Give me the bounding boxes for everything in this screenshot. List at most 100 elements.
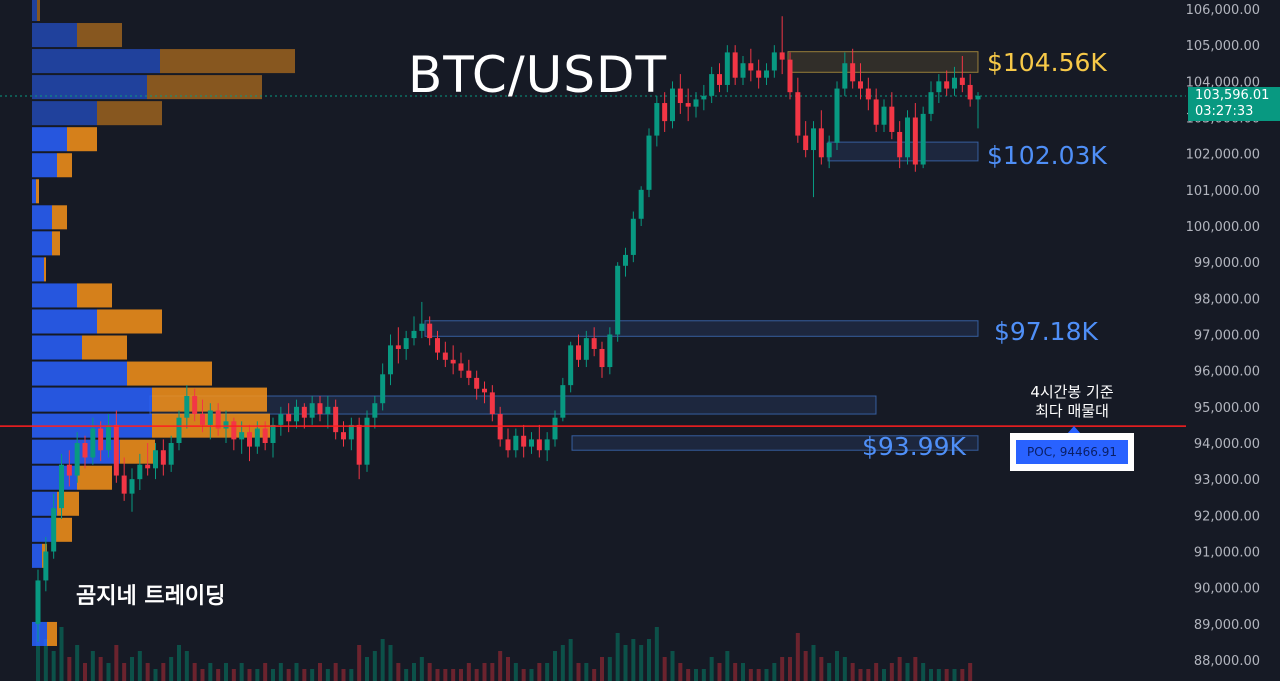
volume-bar (114, 645, 119, 681)
volume-bar (302, 669, 307, 681)
volume-profile-sell (82, 335, 127, 360)
candle-body (333, 406, 339, 433)
candle-body (630, 218, 636, 255)
candle-body (247, 432, 252, 447)
volume-bar (600, 657, 604, 681)
volume-bar (662, 657, 667, 681)
volume-bar (137, 651, 142, 681)
volume-bar (882, 669, 886, 681)
candle-body (450, 359, 456, 364)
volume-bar (357, 645, 362, 681)
candle-body (466, 370, 472, 378)
volume-bar (936, 669, 941, 681)
volume-profile-buy (32, 621, 47, 646)
volume-bar (255, 669, 260, 681)
candle-body (944, 81, 950, 89)
candle-body (521, 435, 527, 447)
zone-box (571, 435, 979, 451)
volume-bar (615, 633, 620, 681)
volume-profile-buy (32, 0, 37, 22)
volume-bar (145, 663, 150, 681)
candle-body (192, 395, 198, 415)
candle-body (779, 52, 785, 60)
candle-body (207, 410, 213, 425)
y-tick-label: 104,000.00 (1186, 75, 1260, 90)
poc-label: POC, 94466.91 (1016, 440, 1128, 464)
volume-profile-sell (120, 439, 155, 464)
candle-body (388, 345, 393, 375)
candle-body (959, 77, 965, 85)
candle-body (489, 392, 495, 415)
candle-body (583, 338, 589, 360)
volume-profile-buy (32, 361, 127, 386)
volume-bar (51, 651, 56, 681)
volume-profile-buy (32, 309, 97, 334)
candle-body (121, 475, 127, 494)
volume-bar (545, 663, 550, 681)
volume-bar (568, 639, 573, 681)
volume-bar (905, 663, 910, 681)
candle-body (756, 70, 762, 78)
candle-body (693, 99, 699, 107)
volume-bar (224, 663, 228, 681)
candle-body (865, 88, 871, 100)
candle-body (380, 374, 386, 404)
candle-body (920, 113, 926, 165)
candle-body (724, 52, 730, 85)
volume-bar (913, 657, 918, 681)
volume-bar (263, 663, 268, 681)
volume-bar (795, 633, 800, 681)
poc-pointer (1067, 426, 1081, 434)
poc-annotation-line2: 최다 매물대 (1035, 402, 1109, 420)
volume-profile-sell (152, 387, 267, 412)
volume-profile-sell (97, 101, 162, 126)
candle-body (286, 414, 292, 422)
candle-body (278, 414, 284, 425)
volume-bar (780, 657, 785, 681)
candle-body (419, 323, 425, 331)
volume-bar (944, 669, 949, 681)
candle-body (403, 338, 409, 349)
volume-bar (396, 663, 401, 681)
volume-profile-sell (44, 257, 46, 282)
candle-body (200, 414, 205, 425)
volume-profile-buy (32, 153, 57, 178)
volume-profile-buy (32, 387, 152, 412)
volume-bar (231, 669, 236, 681)
candle-body (348, 424, 354, 440)
volume-bar (623, 645, 628, 681)
candle-body (615, 265, 621, 335)
volume-bar (654, 627, 659, 681)
volume-profile-sell (47, 621, 57, 646)
candle-body (858, 81, 863, 89)
candle-body (717, 74, 722, 85)
y-tick-label: 102,000.00 (1186, 148, 1260, 163)
volume-bar (929, 669, 933, 681)
candle-body (168, 443, 174, 465)
zone-box (827, 141, 979, 162)
volume-bar (435, 669, 440, 681)
candle-body (552, 417, 558, 440)
volume-bar (842, 657, 847, 681)
volume-profile-sell (160, 49, 295, 74)
candle-body (364, 417, 370, 465)
volume-bar (239, 663, 244, 681)
volume-bar (294, 663, 299, 681)
candle-body (395, 345, 401, 349)
candle-body (803, 135, 809, 151)
volume-profile-sell (67, 127, 97, 152)
candle-body (912, 117, 918, 165)
volume-bar (216, 669, 221, 681)
candle-body (325, 406, 331, 415)
candle-body (458, 363, 464, 371)
volume-bar (184, 651, 189, 681)
volume-bar (670, 651, 675, 681)
candle-body (82, 443, 88, 458)
volume-bar (678, 663, 683, 681)
candle-body (513, 435, 519, 451)
volume-bar (741, 663, 745, 681)
candle-body (239, 432, 245, 440)
candle-body (482, 388, 487, 393)
volume-bar (443, 669, 448, 681)
